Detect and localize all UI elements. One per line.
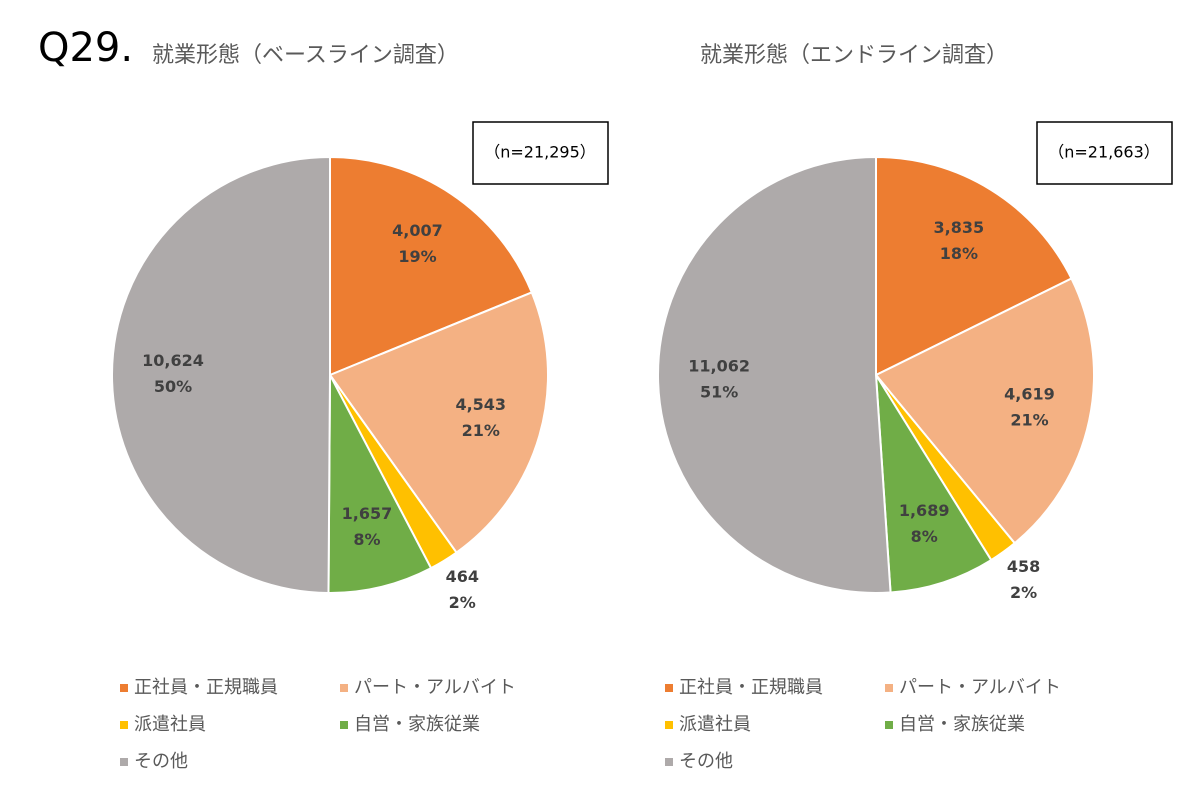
legend-swatch [665, 721, 673, 729]
legend-label: その他 [679, 751, 733, 772]
note: （n=21,663） [1048, 143, 1160, 162]
percent-label: 8% [353, 530, 380, 549]
data-label: 1,689 [899, 501, 950, 520]
percent-label: 2% [449, 593, 476, 612]
legend-swatch [120, 758, 128, 766]
percent-label: 18% [940, 244, 978, 263]
data-label: 3,835 [934, 218, 985, 237]
data-label: 464 [446, 567, 479, 586]
data-label: 11,062 [688, 357, 750, 376]
pie-slice [874, 277, 1095, 545]
legend-swatch [340, 684, 348, 692]
data-label: 4,619 [1004, 384, 1055, 403]
pie-slice [329, 155, 534, 377]
pie-slice [328, 291, 549, 554]
pie-slice [110, 155, 331, 595]
legend-swatch [120, 721, 128, 729]
percent-label: 2% [1010, 583, 1037, 602]
pie-slice [327, 374, 433, 594]
legend-label: パート・アルバイト [899, 677, 1061, 698]
note: （n=21,295） [484, 143, 596, 162]
data-label: 458 [1007, 557, 1040, 576]
legend-label: 派遣社員 [679, 714, 751, 735]
percent-label: 21% [462, 421, 500, 440]
pie-slice [875, 374, 993, 594]
legend-label: 派遣社員 [134, 714, 206, 735]
chart-title: 就業形態（ベースライン調査） [152, 43, 459, 68]
percent-label: 21% [1010, 410, 1048, 429]
legend-swatch [665, 758, 673, 766]
data-label: 1,657 [342, 504, 393, 523]
chart-title: 就業形態（エンドライン調査） [700, 43, 1008, 68]
note-box [472, 121, 609, 185]
data-label: 10,624 [142, 351, 204, 370]
legend-label: 正社員・正規職員 [134, 677, 278, 698]
legend-swatch [885, 684, 893, 692]
legend-swatch [120, 684, 128, 692]
legend-label: 正社員・正規職員 [679, 677, 823, 698]
percent-label: 50% [154, 377, 192, 396]
data-label: 4,543 [455, 395, 506, 414]
legend-swatch [885, 721, 893, 729]
legend-swatch [665, 684, 673, 692]
percent-label: 19% [398, 247, 436, 266]
percent-label: 51% [700, 383, 738, 402]
data-label: 4,007 [392, 221, 443, 240]
percent-label: 8% [911, 527, 938, 546]
legend-label: パート・アルバイト [354, 677, 516, 698]
legend-swatch [340, 721, 348, 729]
pie-slice [875, 155, 1073, 377]
pie-slice [657, 155, 892, 594]
legend-label: 自営・家族従業 [354, 714, 480, 735]
page-label: Q29. [38, 25, 133, 71]
legend-label: 自営・家族従業 [899, 714, 1025, 735]
legend-label: その他 [134, 751, 188, 772]
note-box [1036, 121, 1173, 185]
